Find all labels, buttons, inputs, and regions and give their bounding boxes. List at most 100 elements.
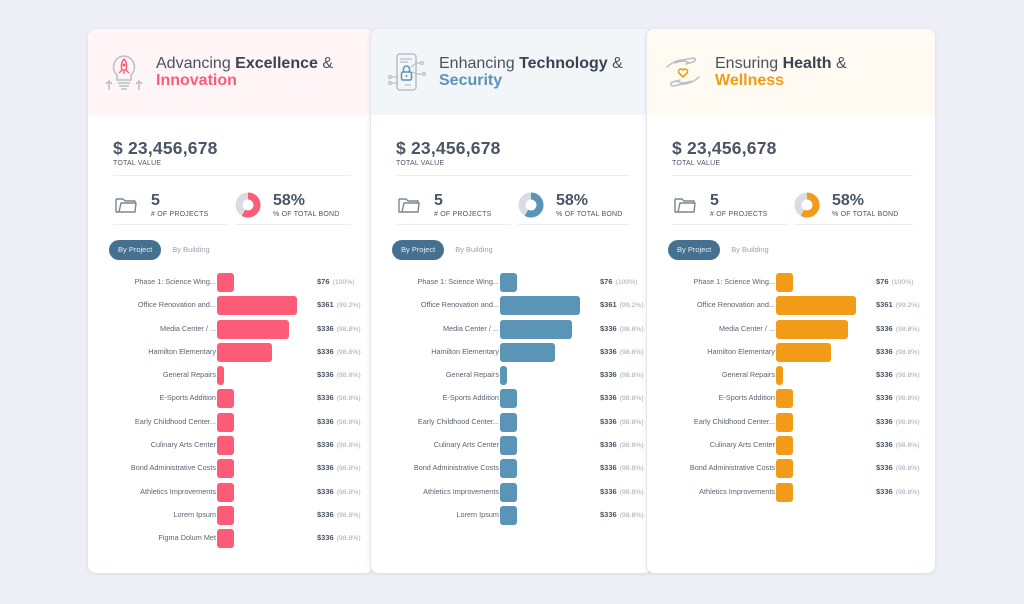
project-name: E-Sports Addition bbox=[159, 393, 216, 403]
project-bar[interactable] bbox=[500, 482, 517, 502]
project-bar[interactable] bbox=[500, 319, 573, 339]
by-building-tab[interactable]: By Building bbox=[731, 245, 769, 254]
project-amount: $336 bbox=[600, 463, 617, 473]
by-building-tab[interactable]: By Building bbox=[172, 245, 210, 254]
project-bar[interactable] bbox=[776, 459, 793, 479]
project-row[interactable]: Early Childhood Center... $336 (98.8%) bbox=[113, 412, 361, 435]
project-row[interactable]: Bond Administrative Costs $336 (98.8%) bbox=[672, 458, 920, 481]
project-bar[interactable] bbox=[500, 296, 580, 316]
project-value: $336 (98.8%) bbox=[600, 393, 644, 402]
project-row[interactable]: E-Sports Addition $336 (98.8%) bbox=[396, 388, 644, 411]
project-bar[interactable] bbox=[776, 436, 793, 456]
project-row[interactable]: Office Renovation and... $361 (99.2%) bbox=[672, 295, 920, 318]
project-bar[interactable] bbox=[217, 389, 234, 409]
project-row[interactable]: Lorem Ipsum $336 (98.8%) bbox=[113, 505, 361, 528]
project-bar[interactable] bbox=[776, 319, 849, 339]
project-bar[interactable] bbox=[500, 342, 556, 362]
project-bar[interactable] bbox=[217, 296, 297, 316]
project-bar[interactable] bbox=[500, 412, 517, 432]
project-row[interactable]: Hamilton Elementary $336 (98.8%) bbox=[396, 342, 644, 365]
project-name: Athletics Improvements bbox=[140, 486, 216, 496]
project-bar[interactable] bbox=[500, 459, 517, 479]
project-row[interactable]: Media Center / ... $336 (98.8%) bbox=[396, 319, 644, 342]
donut-chart-icon bbox=[235, 192, 261, 218]
project-amount: $76 bbox=[600, 277, 613, 286]
by-project-tab[interactable]: By Project bbox=[109, 240, 162, 260]
project-row[interactable]: Lorem Ipsum $336 (98.8%) bbox=[396, 505, 644, 528]
project-amount: $336 bbox=[876, 370, 893, 380]
project-row[interactable]: Phase 1: Science Wing... $76 (100%) bbox=[396, 272, 638, 295]
project-bar[interactable] bbox=[217, 342, 273, 362]
project-name: Hamilton Elementary bbox=[148, 346, 216, 356]
project-bar[interactable] bbox=[500, 366, 507, 386]
project-bar[interactable] bbox=[776, 366, 783, 386]
project-bar[interactable] bbox=[217, 319, 290, 339]
project-bar[interactable] bbox=[776, 389, 793, 409]
project-bar[interactable] bbox=[776, 296, 856, 316]
project-row[interactable]: General Repairs $336 (98.8%) bbox=[672, 365, 920, 388]
project-row[interactable]: Athletics Improvements $336 (98.8%) bbox=[113, 482, 361, 505]
project-bar[interactable] bbox=[217, 529, 234, 549]
by-building-tab[interactable]: By Building bbox=[455, 245, 493, 254]
folder-icon bbox=[396, 192, 422, 218]
project-bar[interactable] bbox=[776, 412, 793, 432]
project-percent: (98.8%) bbox=[895, 348, 920, 356]
project-row[interactable]: Early Childhood Center... $336 (98.8%) bbox=[672, 412, 920, 435]
project-row[interactable]: Office Renovation and... $361 (99.2%) bbox=[396, 295, 644, 318]
project-bar[interactable] bbox=[217, 459, 234, 479]
project-name: Office Renovation and... bbox=[696, 300, 775, 310]
project-amount: $336 bbox=[876, 393, 893, 403]
donut-chart-icon bbox=[518, 192, 544, 218]
project-bar-list: Phase 1: Science Wing... $76 (100%) Offi… bbox=[396, 272, 644, 528]
project-row[interactable]: Office Renovation and... $361 (99.2%) bbox=[113, 295, 361, 318]
project-row[interactable]: Phase 1: Science Wing... $76 (100%) bbox=[113, 272, 355, 295]
project-value: $336 (98.8%) bbox=[600, 347, 644, 356]
project-name: Lorem Ipsum bbox=[456, 509, 499, 519]
by-project-tab[interactable]: By Project bbox=[392, 240, 445, 260]
project-value: $336 (98.8%) bbox=[317, 533, 361, 542]
project-bar[interactable] bbox=[217, 436, 234, 456]
project-name: Bond Administrative Costs bbox=[689, 463, 775, 473]
project-row[interactable]: Hamilton Elementary $336 (98.8%) bbox=[113, 342, 361, 365]
project-value: $336 (98.8%) bbox=[317, 324, 361, 333]
project-row[interactable]: Bond Administrative Costs $336 (98.8%) bbox=[113, 458, 361, 481]
project-amount: $336 bbox=[317, 346, 334, 356]
project-row[interactable]: General Repairs $336 (98.8%) bbox=[396, 365, 644, 388]
project-row[interactable]: Phase 1: Science Wing... $76 (100%) bbox=[672, 272, 914, 295]
project-amount: $336 bbox=[600, 323, 617, 333]
project-row[interactable]: Bond Administrative Costs $336 (98.8%) bbox=[396, 458, 644, 481]
project-bar[interactable] bbox=[500, 505, 517, 525]
project-bar[interactable] bbox=[776, 342, 832, 362]
project-bar[interactable] bbox=[217, 482, 234, 502]
project-bar[interactable] bbox=[217, 366, 224, 386]
project-row[interactable]: Athletics Improvements $336 (98.8%) bbox=[396, 482, 644, 505]
project-row[interactable]: Athletics Improvements $336 (98.8%) bbox=[672, 482, 920, 505]
project-row[interactable]: Early Childhood Center... $336 (98.8%) bbox=[396, 412, 644, 435]
project-amount: $336 bbox=[317, 533, 334, 543]
project-row[interactable]: Media Center / ... $336 (98.8%) bbox=[672, 319, 920, 342]
project-bar[interactable] bbox=[217, 412, 234, 432]
project-row[interactable]: Culinary Arts Center $336 (98.8%) bbox=[113, 435, 361, 458]
project-row[interactable]: Culinary Arts Center $336 (98.8%) bbox=[396, 435, 644, 458]
donut-chart-icon bbox=[794, 192, 820, 218]
project-bar[interactable] bbox=[500, 389, 517, 409]
project-bar[interactable] bbox=[500, 273, 517, 292]
project-bar[interactable] bbox=[500, 436, 517, 456]
project-name: Office Renovation and... bbox=[137, 300, 216, 310]
projects-label: # OF PROJECTS bbox=[434, 211, 492, 218]
project-percent: (98.8%) bbox=[336, 442, 361, 450]
project-row[interactable]: E-Sports Addition $336 (98.8%) bbox=[672, 388, 920, 411]
project-bar[interactable] bbox=[776, 273, 793, 292]
project-amount: $336 bbox=[600, 440, 617, 450]
project-percent: (100%) bbox=[615, 279, 638, 286]
project-row[interactable]: E-Sports Addition $336 (98.8%) bbox=[113, 388, 361, 411]
project-bar[interactable] bbox=[217, 273, 234, 292]
by-project-tab[interactable]: By Project bbox=[668, 240, 721, 260]
project-row[interactable]: Media Center / ... $336 (98.8%) bbox=[113, 319, 361, 342]
project-bar[interactable] bbox=[217, 505, 234, 525]
project-row[interactable]: Figma Dolum Met $336 (98.8%) bbox=[113, 528, 361, 551]
project-row[interactable]: Hamilton Elementary $336 (98.8%) bbox=[672, 342, 920, 365]
project-bar[interactable] bbox=[776, 482, 793, 502]
project-row[interactable]: Culinary Arts Center $336 (98.8%) bbox=[672, 435, 920, 458]
project-row[interactable]: General Repairs $336 (98.8%) bbox=[113, 365, 361, 388]
